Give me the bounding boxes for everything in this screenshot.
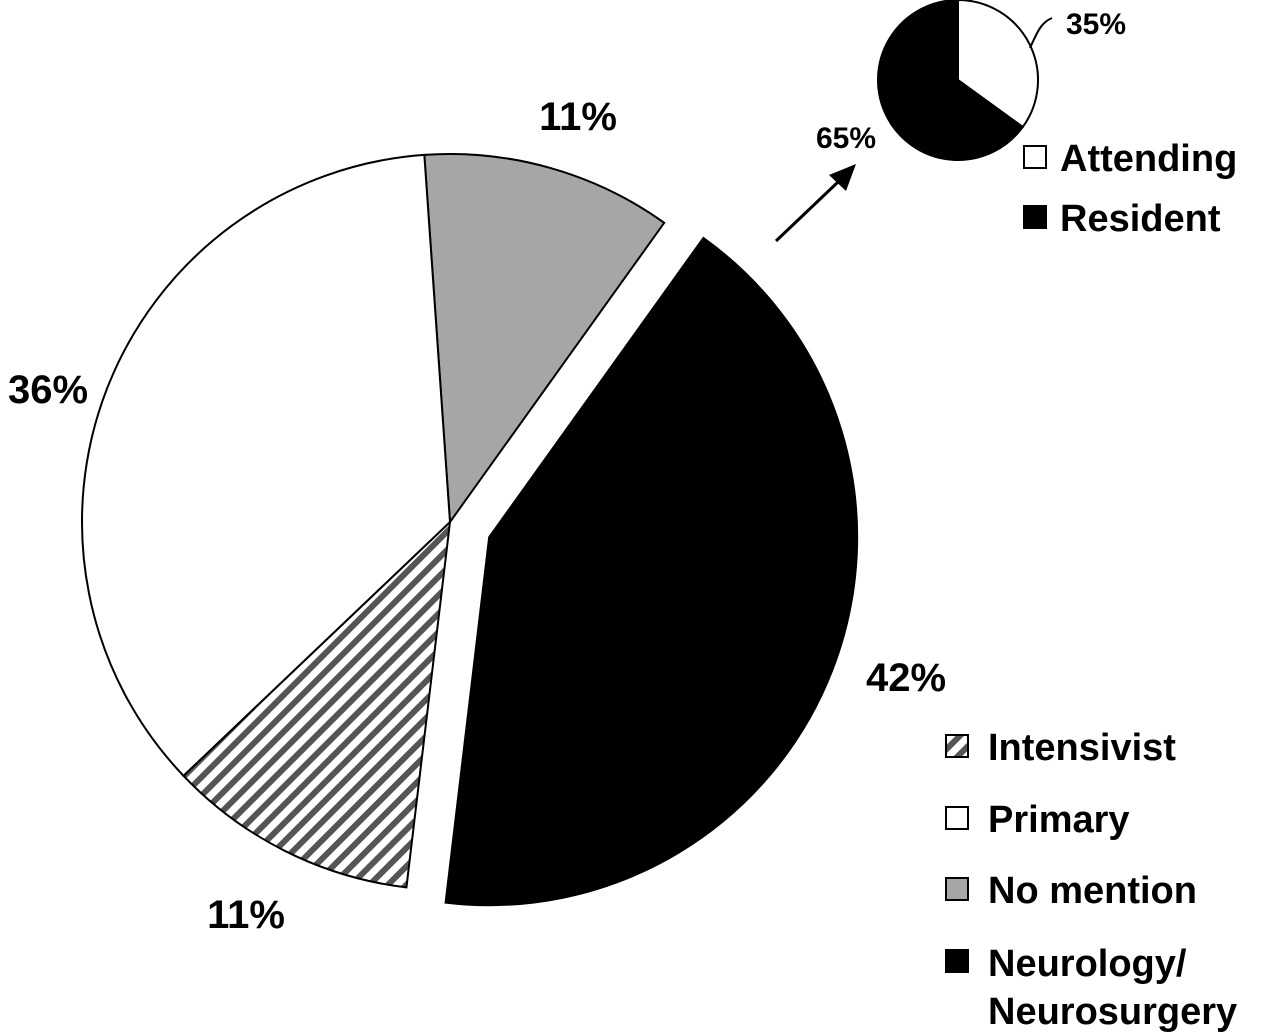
pct-label-neurology: 42%	[866, 656, 946, 700]
main-pie	[81, 153, 859, 907]
breakdown-legend: Attending Resident	[1023, 138, 1237, 240]
legend-swatch-neurology	[945, 949, 969, 973]
legend-label-no-mention: No mention	[988, 870, 1197, 912]
pct-label-no-mention: 11%	[539, 95, 617, 139]
legend-label-neurology-line1: Neurology/	[988, 943, 1187, 985]
breakdown-pie	[876, 0, 1039, 161]
pct-label-primary: 36%	[8, 368, 88, 412]
pct-label-attending: 35%	[1066, 8, 1126, 41]
legend-swatch-attending	[1023, 145, 1047, 169]
pct-label-intensivist: 11%	[207, 893, 285, 937]
pie-slice-attending	[957, 0, 1039, 129]
pie-slice-resident	[876, 0, 1025, 161]
legend-label-neurology-line2: Neurosurgery	[988, 991, 1237, 1033]
pie-slice-neurology-neurosurgery	[444, 236, 859, 907]
legend-label-intensivist: Intensivist	[988, 727, 1176, 769]
legend-swatch-resident	[1023, 205, 1047, 229]
pie-slice-intensivist	[182, 519, 452, 889]
legend-swatch-no-mention	[945, 877, 969, 901]
legend-swatch-primary	[945, 806, 969, 830]
pie-slice-primary	[81, 153, 452, 778]
legend-swatch-intensivist	[945, 734, 969, 758]
pct-label-resident: 65%	[816, 122, 876, 155]
main-legend: Intensivist Primary No mention Neurology…	[945, 727, 1237, 1033]
legend-label-resident: Resident	[1060, 198, 1221, 240]
legend-label-primary: Primary	[988, 799, 1130, 841]
breakdown-arrow	[774, 164, 856, 243]
attending-label-leader	[1029, 17, 1053, 49]
legend-label-attending: Attending	[1060, 138, 1237, 180]
pie-slice-no-mention	[423, 153, 666, 525]
